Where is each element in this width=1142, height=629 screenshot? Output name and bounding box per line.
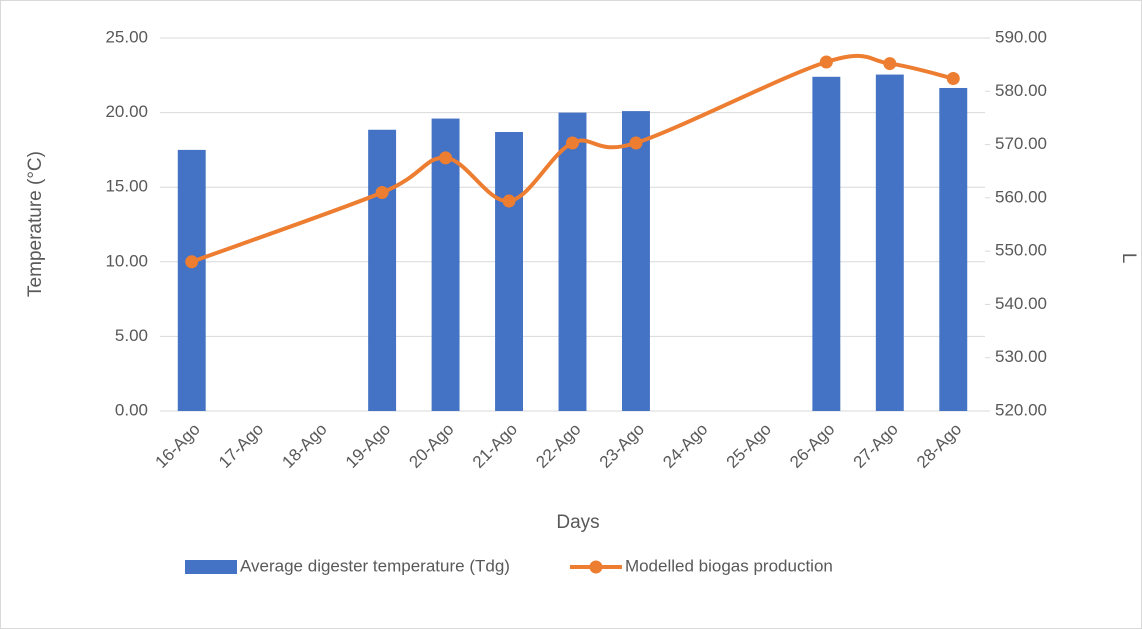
y2-tick-label: 580.00 <box>995 81 1047 100</box>
bar <box>939 87 968 412</box>
y-tick-label: 10.00 <box>105 251 148 270</box>
legend-label: Average digester temperature (Tdg) <box>240 556 510 575</box>
bar <box>622 111 650 411</box>
bar <box>558 112 587 411</box>
y-tick-label: 0.00 <box>115 400 148 419</box>
line-marker <box>629 136 643 150</box>
line-marker <box>375 186 389 200</box>
line-segment <box>189 190 385 264</box>
y2-axis-title: L <box>1118 253 1139 264</box>
legend-label: Modelled biogas production <box>625 556 833 575</box>
y2-tick-label: 530.00 <box>995 347 1047 366</box>
y-tick-label: 20.00 <box>105 102 148 121</box>
y-tick-label: 15.00 <box>105 177 148 196</box>
bar <box>812 76 841 412</box>
line-marker <box>946 71 960 85</box>
bar <box>177 149 206 411</box>
line-marker <box>439 151 453 165</box>
y2-tick-label: 570.00 <box>995 134 1047 153</box>
y-tick-label: 5.00 <box>115 326 148 345</box>
bar <box>875 74 904 411</box>
x-axis-title: Days <box>556 512 599 533</box>
legend-swatch <box>589 560 603 574</box>
y2-tick-label: 520.00 <box>995 400 1047 419</box>
line-marker <box>185 255 199 269</box>
y-axis-title: Temperature (°C) <box>25 151 46 297</box>
y2-tick-label: 560.00 <box>995 187 1047 206</box>
line-marker <box>819 55 833 69</box>
bar <box>368 129 397 411</box>
line-segment <box>633 59 829 145</box>
line-segment <box>507 140 575 204</box>
y2-tick-label: 590.00 <box>995 27 1047 46</box>
line-marker <box>883 57 897 71</box>
legend-swatch <box>185 560 237 574</box>
bar <box>495 131 523 411</box>
y-tick-label: 25.00 <box>105 27 148 46</box>
bar <box>431 118 460 412</box>
line-marker <box>566 136 579 150</box>
line-marker <box>502 194 516 208</box>
y2-tick-label: 540.00 <box>995 294 1047 313</box>
y2-tick-label: 550.00 <box>995 241 1047 260</box>
